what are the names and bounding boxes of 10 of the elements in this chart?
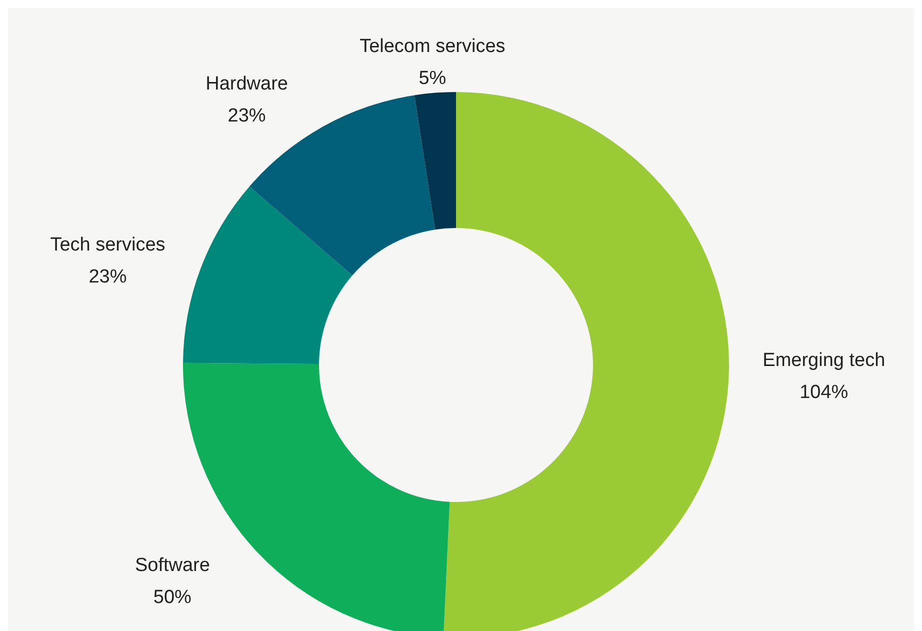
data-label: 50% [153, 586, 192, 608]
data-label: 5% [418, 68, 446, 89]
slice-label: Telecom services [360, 36, 506, 57]
slice-label: Software [134, 554, 210, 576]
data-label: 23% [88, 266, 127, 288]
slice-label: Emerging tech [762, 350, 886, 372]
data-label: 104% [800, 382, 848, 404]
slice-label: Tech services [50, 234, 166, 256]
data-label: 23% [228, 106, 266, 127]
slice-label: Hardware [206, 74, 288, 95]
